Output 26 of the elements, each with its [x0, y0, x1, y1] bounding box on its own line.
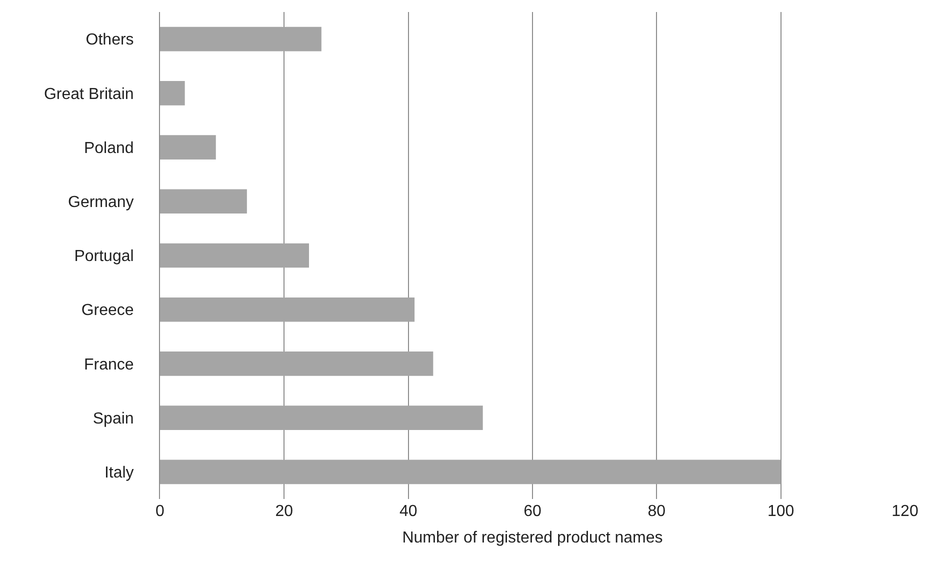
y-tick-label: Portugal [74, 248, 134, 266]
y-tick-label: Great Britain [44, 86, 134, 103]
x-tick-label: 60 [524, 503, 542, 520]
y-tick-label: Others [86, 32, 134, 49]
x-tick-label: 80 [648, 503, 666, 520]
x-axis-title: Number of registered product names [402, 530, 663, 547]
bar [160, 26, 322, 52]
x-tick-label: 100 [767, 503, 794, 520]
y-tick-label: Germany [68, 194, 134, 211]
bar [160, 406, 483, 430]
y-tick-label: Greece [81, 302, 134, 320]
x-tick-label: 0 [156, 503, 165, 520]
bar [160, 135, 216, 160]
bar [160, 297, 415, 322]
bar [160, 80, 185, 106]
x-tick-label: 120 [892, 503, 918, 520]
y-tick-label: Poland [84, 140, 134, 157]
bar [160, 189, 247, 214]
bar [160, 352, 434, 376]
y-tick-label: Spain [92, 410, 134, 428]
bar [160, 460, 781, 484]
x-tick-label: 20 [275, 503, 294, 520]
y-tick-label: Italy [104, 464, 134, 482]
x-tick-label: 40 [399, 503, 418, 520]
bar [160, 243, 309, 268]
y-tick-label: France [84, 356, 134, 374]
